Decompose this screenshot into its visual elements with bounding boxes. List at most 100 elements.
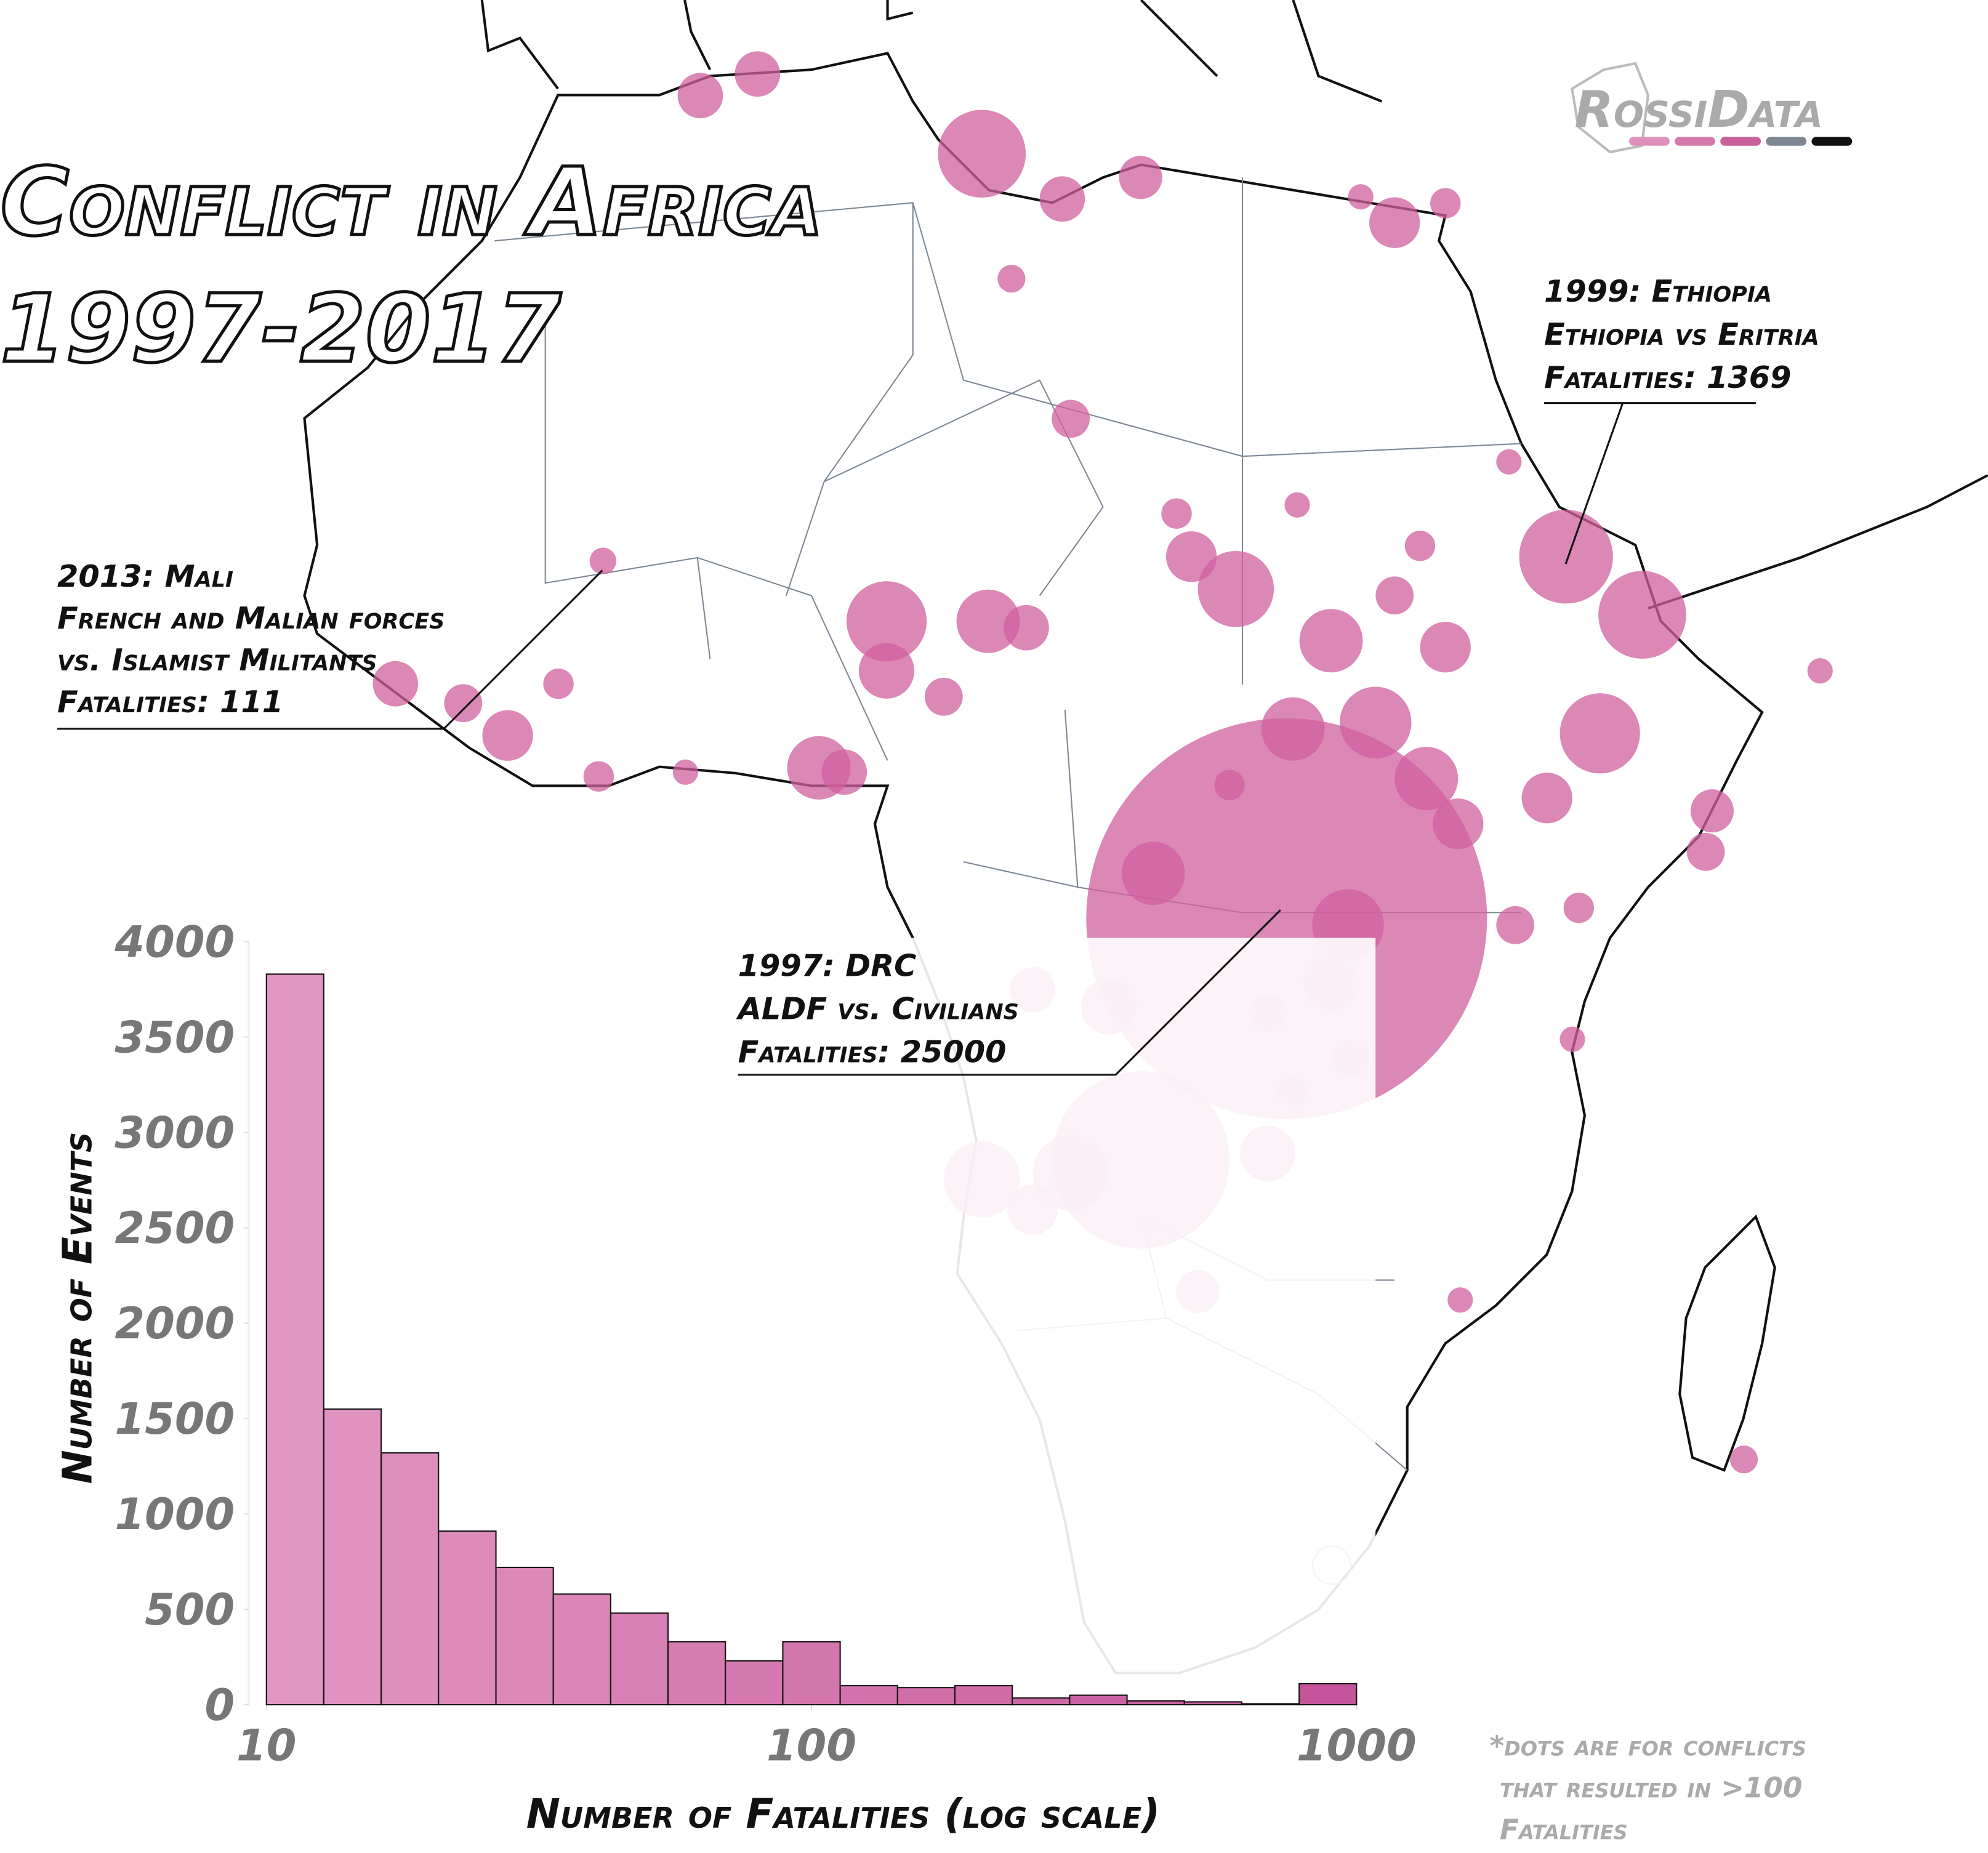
y-tick-label: 0: [205, 1680, 235, 1730]
footnote-line: that resulted in >100: [1500, 1771, 1802, 1804]
bubble: [1404, 531, 1436, 561]
annotation-leader: [1564, 403, 1624, 565]
y-tick-label: 3500: [115, 1012, 235, 1063]
bar: [265, 973, 324, 1706]
logo-bar: [1766, 137, 1807, 146]
bubble: [1729, 1445, 1758, 1474]
bar: [667, 1641, 726, 1706]
bar: [380, 1452, 440, 1706]
bubble: [583, 761, 614, 792]
chart-title: Conflict in Africa: [0, 148, 822, 257]
bubble: [924, 677, 963, 716]
bubble: [1690, 789, 1734, 833]
bar: [782, 1641, 841, 1706]
y-tick-label: 2500: [115, 1203, 235, 1253]
bubble: [1004, 605, 1049, 651]
bar: [954, 1685, 1013, 1706]
annotations: 2013: Mali French and Malian forces vs. Is…: [57, 273, 1819, 1076]
footnote-line: Fatalities: [1500, 1813, 1628, 1846]
bar: [1069, 1694, 1128, 1706]
bubble: [1420, 622, 1471, 673]
annotation-text: French and Malian forces: [57, 600, 445, 636]
bubble: [1430, 188, 1461, 219]
bar: [552, 1593, 611, 1706]
bubble: [1375, 576, 1414, 615]
bubble: [1559, 693, 1640, 774]
x-tick-label: 10: [236, 1721, 296, 1771]
y-tick-label: 3000: [115, 1107, 235, 1158]
bubble: [1284, 492, 1310, 518]
bubble: [858, 643, 915, 699]
bar: [839, 1685, 898, 1706]
bubble: [543, 669, 574, 699]
bubble: [677, 73, 723, 119]
bubble: [1197, 550, 1274, 627]
bubble: [846, 581, 927, 662]
bar: [1183, 1701, 1242, 1706]
logo-bar: [1720, 137, 1761, 146]
bubble: [1559, 1026, 1585, 1052]
bubble: [1519, 510, 1613, 604]
bubble: [1433, 798, 1484, 850]
bubble: [1369, 197, 1420, 248]
bubble: [821, 749, 867, 795]
bubble: [1119, 156, 1162, 199]
logo: RossiData: [1571, 62, 1853, 154]
bubble: [589, 547, 616, 574]
bar: [495, 1566, 554, 1706]
annotation-text: Fatalities: 111: [57, 684, 283, 720]
logo-bar: [1811, 137, 1853, 146]
bubble: [1563, 893, 1595, 923]
y-tick-label: 4000: [114, 917, 235, 967]
x-axis-title: Number of Fatalities (log scale): [526, 1790, 1160, 1838]
bubble: [938, 110, 1026, 198]
annotation-text: Fatalities: 25000: [738, 1034, 1007, 1069]
logo-bar: [1675, 137, 1715, 146]
bubble: [1052, 400, 1090, 438]
footnote-line: *dots are for conflicts: [1490, 1729, 1807, 1762]
bubble: [1686, 832, 1725, 871]
map: [303, 0, 1988, 1674]
annotation-text: Ethiopia vs Eritria: [1544, 316, 1819, 352]
annotation-text: 1999: Ethiopia: [1544, 273, 1772, 309]
bubble: [997, 265, 1026, 293]
bubble: [734, 51, 781, 97]
bubble: [1447, 1287, 1473, 1313]
annotation-text: ALDF vs. Civilians: [736, 991, 1019, 1026]
logo-hexagon: [1571, 62, 1649, 154]
y-tick-label: 500: [145, 1585, 235, 1635]
annotation-text: vs. Islamist Militants: [57, 642, 377, 678]
bar: [1298, 1683, 1358, 1706]
y-tick-label: 1000: [115, 1489, 235, 1540]
bar: [610, 1612, 669, 1706]
arabia-coast: [1648, 474, 1988, 610]
annotation-text: 2013: Mali: [57, 558, 233, 594]
y-tick-label: 2000: [115, 1298, 235, 1349]
bubble: [1521, 773, 1572, 824]
bar: [1012, 1697, 1071, 1706]
bubble: [956, 589, 1020, 653]
bubble: [444, 684, 483, 723]
annotation-leader: [57, 569, 603, 730]
madagascar: [1678, 1214, 1776, 1472]
logo-text: RossiData: [1574, 81, 1822, 139]
annotation-text: Fatalities: 1369: [1544, 360, 1792, 395]
bubble: [1394, 747, 1459, 811]
bubble: [1161, 498, 1192, 529]
bubble: [1299, 609, 1363, 673]
bar: [1241, 1703, 1300, 1706]
bubble: [1261, 697, 1325, 761]
footnote: *dots are for conflicts that resulted in…: [1490, 1729, 1807, 1846]
chart-subtitle: 1997-2017: [0, 275, 561, 384]
europe-coast: [480, 0, 1383, 103]
bubble: [1348, 184, 1374, 210]
bubble: [1598, 571, 1686, 659]
bubble: [372, 661, 419, 707]
bubble: [1496, 906, 1535, 944]
bubble: [482, 710, 533, 761]
histogram: Number of Fatalities (log scale) Number …: [54, 917, 1417, 1837]
bubble: [1165, 531, 1217, 582]
x-tick-label: 100: [767, 1721, 856, 1771]
bubble: [1496, 449, 1522, 475]
logo-bar: [1628, 137, 1670, 146]
